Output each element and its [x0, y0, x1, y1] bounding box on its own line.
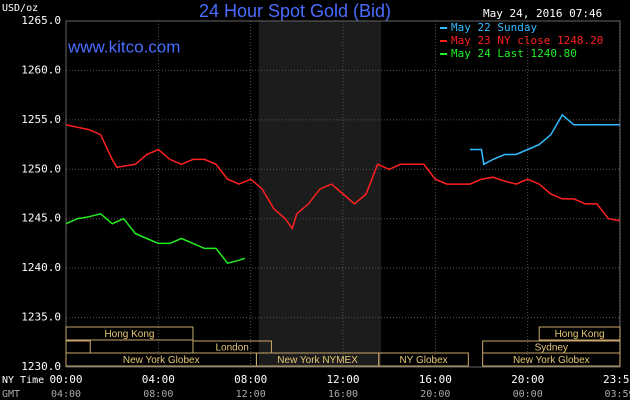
y-tick-label: 1245.0 [21, 212, 61, 225]
session-label: London [216, 343, 249, 354]
gmt-tick-label: 03:59 [604, 389, 630, 400]
legend-label: May 24 Last 1240.80 [451, 47, 577, 60]
gmt-tick-label: 00:00 [513, 389, 543, 400]
price-line [65, 124, 621, 231]
x-tick-label: 08:00 [234, 373, 267, 386]
y-tick-label: 1235.0 [21, 311, 61, 324]
session-box [65, 340, 91, 354]
x-tick-label: 16:00 [419, 373, 452, 386]
legend-label: May 22 Sunday [451, 21, 537, 34]
gmt-tick-label: 08:00 [143, 389, 173, 400]
price-line [65, 212, 246, 265]
session-box [65, 326, 194, 341]
session-label: New York Globex [513, 355, 590, 366]
session-box [378, 352, 469, 367]
y-tick-label: 1240.0 [21, 261, 61, 274]
price-line [470, 113, 620, 166]
gmt-tick-label: 04:00 [51, 389, 81, 400]
x-tick-label: 12:00 [326, 373, 359, 386]
chart-title: 24 Hour Spot Gold (Bid) [199, 1, 391, 21]
session-box [538, 326, 621, 341]
y-tick-label: 1265.0 [21, 14, 61, 27]
gmt-tick-label: 12:00 [236, 389, 266, 400]
x-tick-label: 00:00 [49, 373, 82, 386]
session-label: New York Globex [123, 355, 200, 366]
shaded-region [258, 21, 382, 367]
session-label: Hong Kong [555, 329, 605, 340]
session-label: Sydney [535, 343, 568, 354]
gmt-tick-label: 20:00 [420, 389, 450, 400]
x-tick-label: 04:00 [142, 373, 175, 386]
legend-label: May 23 NY close 1248.20 [451, 34, 603, 47]
y-tick-label: 1230.0 [21, 360, 61, 373]
timestamp: May 24, 2016 07:46 [483, 7, 602, 20]
x-row-label: GMT [2, 389, 20, 400]
y-tick-label: 1250.0 [21, 162, 61, 175]
session-label: New York NYMEX [277, 355, 358, 366]
x-tick-label: 20:00 [511, 373, 544, 386]
x-tick-label: 23:59 [603, 373, 630, 386]
session-box [482, 352, 621, 367]
watermark: www.kitco.com [67, 37, 180, 56]
x-row-label: NY Time [2, 375, 44, 386]
gmt-tick-label: 16:00 [328, 389, 358, 400]
session-label: NY Globex [399, 355, 447, 366]
y-tick-label: 1255.0 [21, 113, 61, 126]
plot-border [65, 20, 621, 368]
session-label: Hong Kong [104, 329, 154, 340]
y-axis-label: USD/oz [2, 3, 38, 14]
y-tick-label: 1260.0 [21, 63, 61, 76]
